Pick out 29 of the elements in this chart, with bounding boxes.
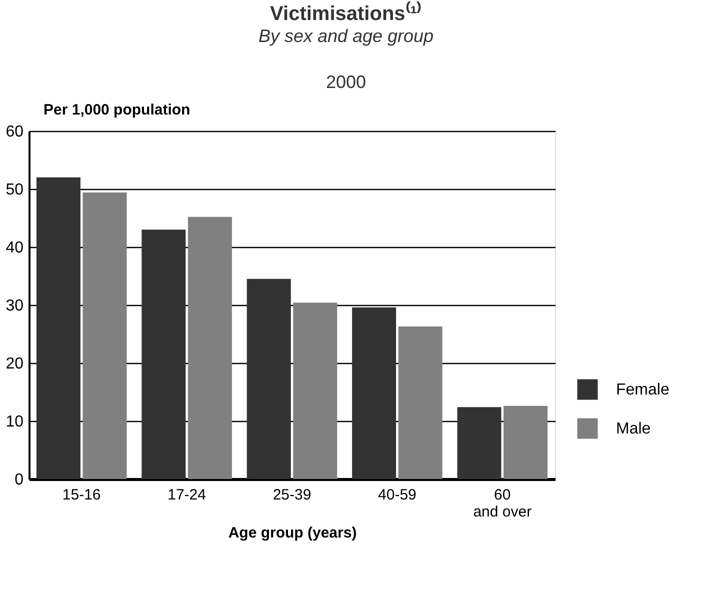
y-tick-label: 10 (6, 414, 24, 430)
y-tick-label: 20 (6, 356, 24, 372)
x-tick-label: 60 and over (473, 486, 532, 520)
bar (246, 278, 291, 479)
chart-subtitle: By sex and age group (258, 26, 434, 46)
legend-label: Female (616, 382, 670, 398)
bar (504, 406, 548, 479)
chart-title: Victimisations⁽¹⁾ (270, 1, 422, 25)
y-tick-label: 50 (6, 182, 24, 198)
bar (352, 307, 396, 479)
y-tick-label: 30 (6, 298, 24, 314)
legend-label: Male (616, 420, 651, 438)
bar (398, 326, 442, 479)
y-tick-label: 40 (6, 240, 24, 256)
y-tick-label: 60 (6, 124, 24, 140)
x-tick-label: 40-59 (378, 486, 416, 504)
bar (188, 216, 232, 479)
y-tick-label: 0 (14, 472, 24, 488)
x-axis-title: Age group (years) (228, 524, 357, 542)
x-tick-label: 15-16 (62, 486, 101, 504)
bar (457, 407, 502, 479)
bar (82, 192, 127, 479)
bar (293, 302, 338, 479)
bar (36, 177, 80, 479)
x-tick-label: 25-39 (272, 486, 312, 504)
bar (142, 230, 186, 479)
text: 2000 (326, 72, 366, 92)
y-axis-title: Per 1,000 population (44, 102, 190, 118)
x-tick-label: 17-24 (168, 486, 206, 504)
